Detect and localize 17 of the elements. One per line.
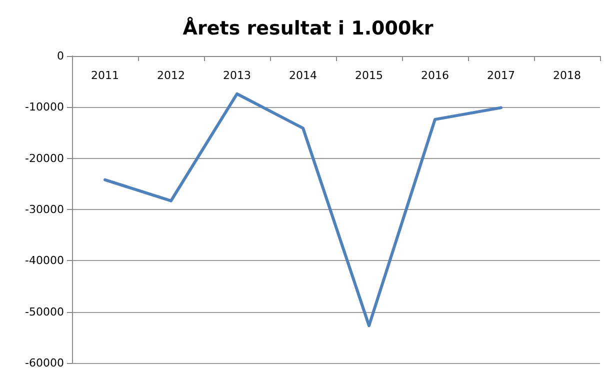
x-tick-label: 2016	[421, 69, 449, 82]
x-tick-label: 2011	[91, 69, 119, 82]
y-tick-label: 0	[57, 50, 64, 62]
y-tick-label: -40000	[25, 254, 64, 268]
y-tick-label: -60000	[25, 356, 64, 370]
x-tick-label: 2014	[289, 69, 317, 82]
y-tick-label: -20000	[25, 152, 64, 165]
chart-title: Årets resultat i 1.000kr	[182, 16, 434, 40]
x-tick-label: 2015	[355, 69, 383, 82]
x-tick-label: 2017	[487, 69, 515, 82]
x-tick-label: 2018	[553, 69, 581, 82]
line-series	[104, 92, 502, 328]
y-tick-label: -10000	[25, 100, 64, 114]
x-tick-label: 2013	[223, 69, 251, 82]
y-tick-label: -30000	[25, 203, 64, 216]
x-tick-label: 2012	[157, 69, 185, 82]
y-tick-label: -50000	[25, 305, 64, 318]
